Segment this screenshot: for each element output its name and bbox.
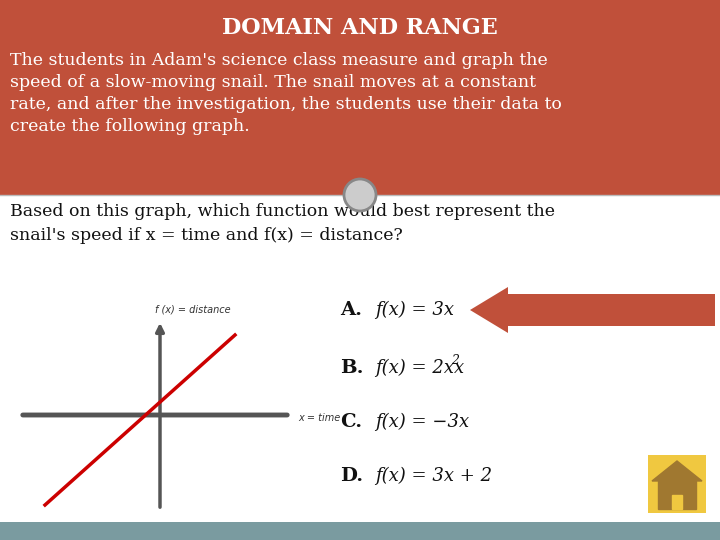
Text: A.: A. <box>340 301 362 319</box>
Text: D.: D. <box>340 467 363 485</box>
Text: f(x) = 2xx: f(x) = 2xx <box>375 359 464 377</box>
Polygon shape <box>672 495 682 509</box>
Text: f (x) = distance: f (x) = distance <box>155 304 230 314</box>
Text: The students in Adam's science class measure and graph the: The students in Adam's science class mea… <box>10 52 548 69</box>
Text: rate, and after the investigation, the students use their data to: rate, and after the investigation, the s… <box>10 96 562 113</box>
Circle shape <box>344 179 376 211</box>
Text: x = time: x = time <box>298 413 341 423</box>
Text: 2: 2 <box>451 354 459 368</box>
Text: create the following graph.: create the following graph. <box>10 118 250 135</box>
Text: Based on this graph, which function would best represent the: Based on this graph, which function woul… <box>10 203 555 220</box>
Text: snail's speed if x = time and f(x) = distance?: snail's speed if x = time and f(x) = dis… <box>10 227 402 244</box>
Polygon shape <box>658 481 696 509</box>
Text: f(x) = 3x + 2: f(x) = 3x + 2 <box>375 467 492 485</box>
Polygon shape <box>652 461 702 481</box>
Text: f(x) = 3x: f(x) = 3x <box>375 301 454 319</box>
FancyBboxPatch shape <box>0 195 720 540</box>
Text: f(x) = −3x: f(x) = −3x <box>375 413 469 431</box>
Text: C.: C. <box>340 413 362 431</box>
Text: DOMAIN AND RANGE: DOMAIN AND RANGE <box>222 17 498 39</box>
FancyBboxPatch shape <box>0 0 720 195</box>
Text: B.: B. <box>340 359 364 377</box>
Text: speed of a slow-moving snail. The snail moves at a constant: speed of a slow-moving snail. The snail … <box>10 74 536 91</box>
FancyBboxPatch shape <box>0 522 720 540</box>
FancyBboxPatch shape <box>648 455 706 513</box>
FancyArrow shape <box>470 287 715 333</box>
